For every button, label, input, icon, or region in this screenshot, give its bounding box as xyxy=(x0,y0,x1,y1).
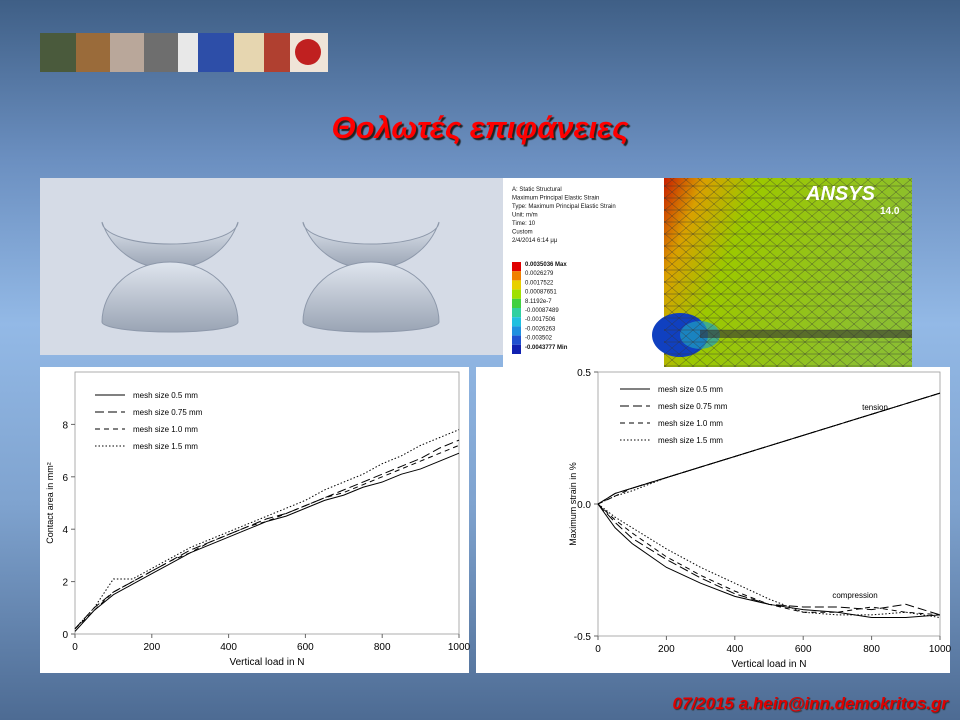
annotation: tension xyxy=(862,403,888,412)
annotation: compression xyxy=(832,591,877,600)
y-tick-label: 0.5 xyxy=(577,368,591,379)
legend-value: -0.0017506 xyxy=(525,317,556,323)
ansys-info: Custom xyxy=(512,230,533,236)
series-line xyxy=(74,452,460,632)
legend-label: mesh size 1.0 mm xyxy=(133,425,198,434)
legend-label: mesh size 0.5 mm xyxy=(658,385,723,394)
x-axis-label: Vertical load in N xyxy=(229,657,304,668)
x-tick-label: 0 xyxy=(595,644,601,655)
y-tick-label: 0 xyxy=(62,630,68,641)
legend-label: mesh size 0.75 mm xyxy=(133,408,203,417)
ansys-info: Type: Maximum Principal Elastic Strain xyxy=(512,204,616,210)
x-tick-label: 600 xyxy=(297,642,314,653)
x-axis-label: Vertical load in N xyxy=(731,659,806,670)
plot-frame xyxy=(74,371,460,635)
y-axis-label: Contact area in mm² xyxy=(45,462,55,544)
y-tick-label: -0.5 xyxy=(574,632,592,643)
legend-value: 0.0017522 xyxy=(525,280,554,286)
series-line xyxy=(74,429,460,630)
legend-label: mesh size 1.5 mm xyxy=(658,436,723,445)
series-line xyxy=(597,503,941,616)
legend-swatch xyxy=(512,280,521,290)
footer: 07/2015 a.hein@inn.demokritos.gr xyxy=(672,694,948,713)
legend-swatch xyxy=(512,271,521,281)
legend-value: 0.0035036 Max xyxy=(525,262,567,268)
legend-value: 8.1192e-7 xyxy=(525,299,552,305)
legend-value: -0.00087489 xyxy=(525,308,559,314)
legend-swatch xyxy=(512,326,521,336)
x-tick-label: 400 xyxy=(726,644,743,655)
legend-value: -0.0026263 xyxy=(525,326,556,332)
x-tick-label: 1000 xyxy=(929,644,952,655)
legend-label: mesh size 0.75 mm xyxy=(658,402,728,411)
ansys-info: Maximum Principal Elastic Strain xyxy=(512,196,599,202)
legend-swatch xyxy=(512,262,521,272)
legend-value: 0.00087651 xyxy=(525,290,557,296)
legend-value: 0.0026279 xyxy=(525,271,554,277)
ansys-contour xyxy=(503,178,912,368)
legend-swatch xyxy=(512,335,521,345)
y-tick-label: 0.0 xyxy=(577,500,591,511)
ansys-info: Unit: m/m xyxy=(512,213,538,219)
y-axis-label: Maximum strain in % xyxy=(568,462,578,546)
legend-value: -0.0043777 Min xyxy=(525,345,568,351)
legend-swatch xyxy=(512,344,521,354)
x-tick-label: 800 xyxy=(374,642,391,653)
legend-label: mesh size 0.5 mm xyxy=(133,391,198,400)
legend-label: mesh size 1.5 mm xyxy=(133,442,198,451)
legend-label: mesh size 1.0 mm xyxy=(658,419,723,428)
legend-swatch xyxy=(512,308,521,318)
series-line xyxy=(597,503,941,619)
hemisphere-render xyxy=(40,178,503,355)
series-line xyxy=(74,444,460,630)
y-tick-label: 4 xyxy=(62,525,68,536)
y-tick-label: 2 xyxy=(62,578,68,589)
legend-swatch xyxy=(512,317,521,327)
x-tick-label: 200 xyxy=(143,642,160,653)
legend-swatch xyxy=(512,298,521,308)
series-line xyxy=(597,392,941,505)
chart-panel xyxy=(40,367,950,673)
thumbnail-strip xyxy=(40,33,328,72)
ansys-logo: ANSYS xyxy=(805,183,876,205)
ansys-version: 14.0 xyxy=(880,206,900,217)
slide-title: Θολωτές επιφάνειες xyxy=(331,110,629,145)
ansys-info: A: Static Structural xyxy=(512,187,562,193)
x-tick-label: 0 xyxy=(72,642,78,653)
ansys-info: 2/4/2014 6:14 μμ xyxy=(512,238,558,244)
x-tick-label: 400 xyxy=(220,642,237,653)
x-tick-label: 200 xyxy=(658,644,675,655)
legend-swatch xyxy=(512,289,521,299)
series-line xyxy=(597,503,941,616)
x-tick-label: 600 xyxy=(795,644,812,655)
ansys-info: Time: 10 xyxy=(512,221,536,227)
legend-value: -0.003502 xyxy=(525,336,553,342)
x-tick-label: 1000 xyxy=(448,642,471,653)
y-tick-label: 6 xyxy=(62,473,68,484)
series-line xyxy=(597,392,941,505)
y-tick-label: 8 xyxy=(62,420,68,431)
x-tick-label: 800 xyxy=(863,644,880,655)
